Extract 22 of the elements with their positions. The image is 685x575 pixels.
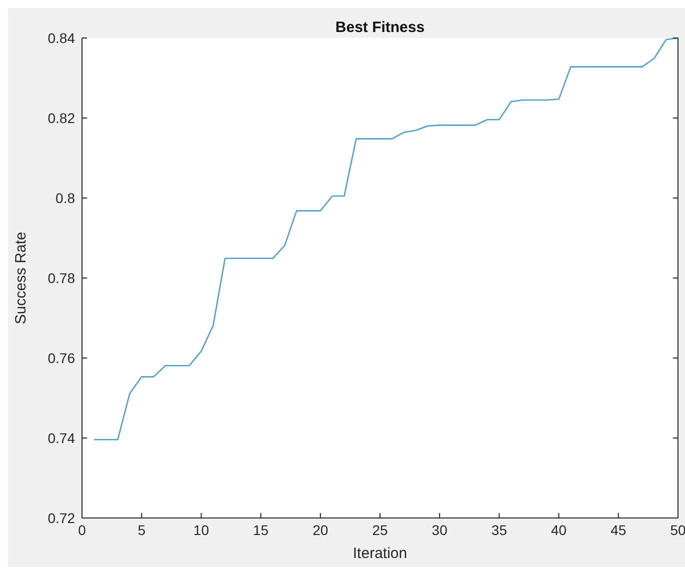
- x-axis-title: Iteration: [352, 545, 408, 562]
- chart-title: Best Fitness: [334, 19, 426, 36]
- y-tick-label: 0.72: [48, 510, 76, 526]
- x-tick-label: 50: [670, 522, 685, 538]
- y-tick-label: 0.74: [48, 430, 76, 446]
- y-tick-label: 0.76: [48, 350, 76, 366]
- x-tick-label: 30: [432, 522, 448, 538]
- line-series: [93, 38, 678, 440]
- y-tick-label: 0.84: [48, 30, 76, 46]
- y-tick-label: 0.82: [48, 110, 76, 126]
- x-tick-label: 40: [551, 522, 567, 538]
- x-tick-label: 15: [253, 522, 269, 538]
- x-tick-label: 0: [78, 522, 86, 538]
- x-tick-label: 25: [372, 522, 388, 538]
- y-tick-label: 0.78: [48, 270, 76, 286]
- y-tick-label: 0.8: [56, 190, 76, 206]
- y-axis-title: Success Rate: [12, 232, 30, 324]
- x-tick-label: 10: [193, 522, 210, 538]
- x-tick-label: 35: [491, 522, 508, 538]
- x-tick-label: 45: [610, 522, 626, 538]
- x-tick-label: 20: [312, 522, 328, 538]
- x-tick-label: 5: [138, 522, 146, 538]
